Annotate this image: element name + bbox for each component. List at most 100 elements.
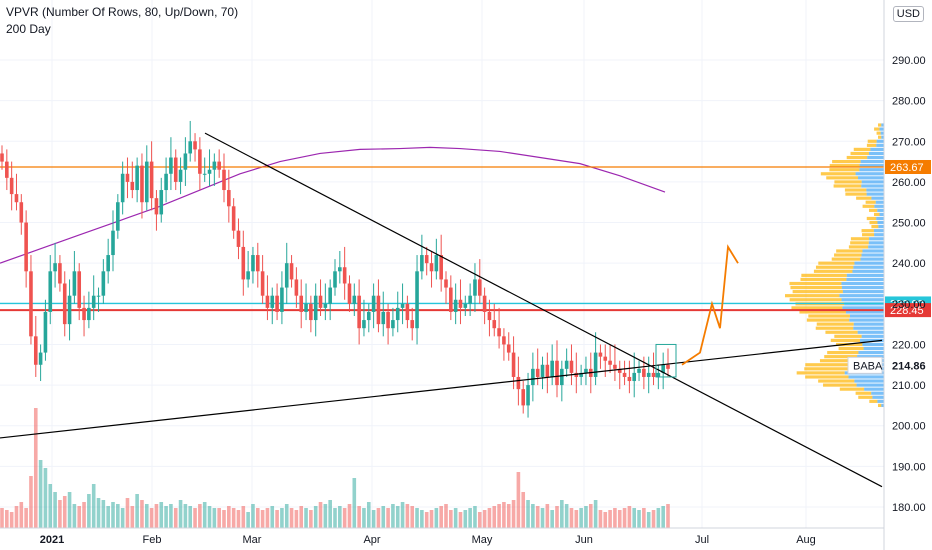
volume-bar <box>14 506 19 528</box>
volume-profile-bar <box>799 310 846 314</box>
candle <box>497 328 501 337</box>
volume-bar <box>497 504 501 528</box>
volume-profile-bar <box>873 212 880 217</box>
candle <box>603 356 608 361</box>
highlight-box <box>655 343 677 378</box>
indicator-legend-ma[interactable]: 200 Day <box>6 22 51 36</box>
volume-bar <box>545 504 550 528</box>
volume-bar <box>506 504 511 528</box>
volume-bar <box>255 508 260 528</box>
candle <box>125 173 130 182</box>
volume-bar <box>405 504 410 528</box>
volume-profile-bar <box>850 241 869 245</box>
indicator-legend-vpvr[interactable]: VPVR (Number Of Rows, 80, Up/Down, 70) <box>6 5 239 19</box>
volume-bar <box>280 508 284 528</box>
volume-profile <box>784 123 884 408</box>
candle <box>96 295 101 297</box>
candle <box>140 165 144 203</box>
volume-profile-bar <box>818 261 855 265</box>
volume-profile-bar <box>869 237 884 241</box>
candle <box>511 352 516 377</box>
volume-profile-bar <box>855 172 884 176</box>
volume-profile-bar <box>853 265 884 269</box>
candle <box>19 202 24 223</box>
volume-bar <box>207 506 212 528</box>
volume-profile-bar <box>854 379 884 383</box>
candle <box>251 255 255 272</box>
volume-profile-bar <box>805 375 849 379</box>
volume-profile-bar <box>881 403 884 408</box>
volume-bar <box>400 502 405 528</box>
candle <box>106 255 110 272</box>
volume-bar <box>48 484 53 528</box>
volume-profile-bar <box>868 241 884 245</box>
volume-profile-bar <box>866 192 884 196</box>
volume-bar <box>212 508 217 528</box>
candle <box>555 360 559 386</box>
volume-profile-bar <box>842 306 884 310</box>
volume-bar <box>227 506 231 528</box>
candle <box>116 202 120 231</box>
volume-bar <box>642 508 646 528</box>
x-tick-label: Jun <box>575 534 593 546</box>
volume-profile-bar <box>860 257 884 261</box>
volume-bar <box>67 492 72 528</box>
volume-bar <box>468 508 472 528</box>
candle <box>173 157 178 182</box>
candle <box>217 161 221 170</box>
volume-profile-bar <box>846 277 884 282</box>
y-tick-label: 180.00 <box>892 502 926 514</box>
volume-bar <box>569 508 574 528</box>
volume-profile-bar <box>857 355 884 359</box>
y-tick-label: 240.00 <box>892 258 926 270</box>
volume-profile-bar <box>862 204 875 208</box>
volume-bar <box>24 508 28 528</box>
candle <box>241 246 246 280</box>
candle <box>661 364 665 373</box>
volume-bar <box>270 506 275 528</box>
y-tick-label: 190.00 <box>892 461 926 473</box>
candle <box>265 295 270 308</box>
volume-bar <box>521 492 526 528</box>
volume-profile-bar <box>866 216 877 221</box>
candle <box>169 157 173 174</box>
currency-badge[interactable]: USD <box>892 6 924 22</box>
volume-bar <box>347 504 352 528</box>
candle <box>318 295 323 308</box>
volume-bar <box>149 508 154 528</box>
volume-bar <box>477 512 482 528</box>
y-tick-label: 230.00 <box>892 299 926 311</box>
volume-profile-bar <box>874 127 880 131</box>
volume-profile-bar <box>844 188 867 192</box>
candle <box>82 307 86 321</box>
candle <box>386 311 390 329</box>
x-tick-label: Apr <box>363 534 380 546</box>
candle <box>362 320 366 329</box>
candle <box>502 336 506 345</box>
volume-profile-bar <box>845 192 867 196</box>
volume-profile-bar <box>856 196 872 200</box>
x-tick-label: Aug <box>796 534 816 546</box>
symbol-tag-bg <box>847 356 883 374</box>
candle <box>395 307 400 321</box>
volume-profile-bar <box>871 225 879 229</box>
candle <box>294 279 299 296</box>
x-tick-label: Feb <box>143 534 162 546</box>
volume-bar <box>140 500 144 528</box>
candle <box>227 190 231 207</box>
candle <box>424 255 429 264</box>
volume-bar <box>222 510 226 528</box>
volume-profile-bar <box>862 233 875 237</box>
candle <box>366 311 371 321</box>
candle <box>270 295 275 308</box>
candle <box>14 194 19 203</box>
volume-bar <box>328 500 332 528</box>
volume-bar <box>188 506 193 528</box>
volume-profile-bar <box>863 346 884 351</box>
candle <box>646 372 651 377</box>
candle <box>579 372 583 377</box>
candle <box>246 271 250 280</box>
candle <box>560 368 564 386</box>
candle <box>656 372 661 377</box>
